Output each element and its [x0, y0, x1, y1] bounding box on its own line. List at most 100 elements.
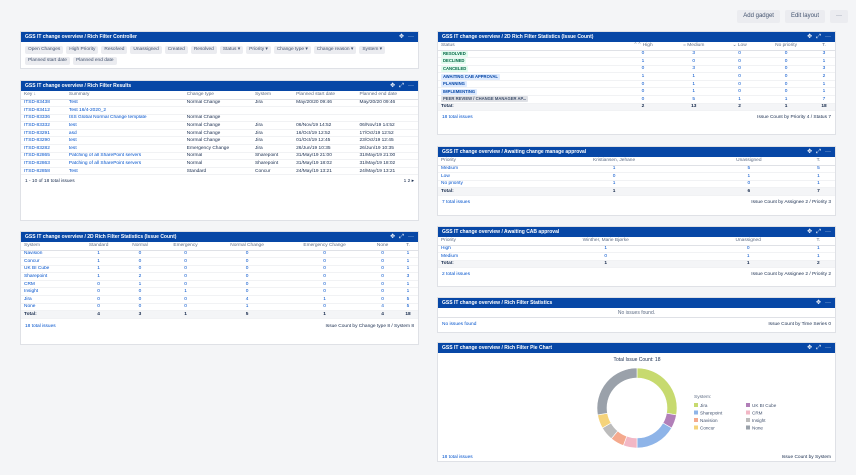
filter-chip[interactable]: Open Changes: [25, 46, 64, 54]
table-row[interactable]: AWAITING CAB APPROVAL 1 1 0 0 2: [438, 72, 835, 81]
table-row[interactable]: High 1 0 1: [438, 245, 835, 254]
table-row[interactable]: ITSD-83412 Test 16/4-2020_2: [21, 106, 418, 115]
column-header[interactable]: Planned end date: [356, 91, 418, 100]
move-icon[interactable]: ✥: [807, 149, 813, 155]
column-header[interactable]: Status: [438, 42, 619, 51]
table-row[interactable]: ITSD-83291 asd Normal Change Jira 16/Oct/19 …: [21, 129, 418, 138]
expand-icon[interactable]: ⤢: [399, 234, 404, 240]
add-gadget-button[interactable]: Add gadget: [737, 10, 780, 23]
column-header[interactable]: Kristiansen, Jehane: [532, 157, 696, 166]
expand-icon[interactable]: ⤢: [816, 34, 821, 40]
filter-chip[interactable]: Resolved: [190, 46, 217, 54]
table-cell[interactable]: ISS Global Normal Change template: [65, 114, 184, 123]
table-cell[interactable]: ITSD-82863: [21, 159, 66, 168]
table-cell[interactable]: Medium: [438, 252, 517, 261]
table-cell[interactable]: ITSD-83290: [21, 136, 66, 146]
table-cell[interactable]: test: [65, 144, 184, 153]
column-header[interactable]: System: [21, 242, 77, 251]
total-issues-link[interactable]: 7 total issues: [442, 199, 470, 205]
table-cell[interactable]: Navision: [21, 250, 77, 259]
table-cell[interactable]: Sharepoint: [21, 272, 77, 281]
more-icon[interactable]: ···: [408, 83, 414, 89]
table-row[interactable]: Jira 0 0 0 4 1 0 5: [21, 295, 418, 304]
move-icon[interactable]: ✥: [807, 34, 813, 40]
legend-entry[interactable]: None: [752, 425, 763, 430]
table-cell[interactable]: Concur: [21, 257, 77, 266]
table-cell[interactable]: None: [21, 303, 77, 312]
filter-chip[interactable]: Created: [164, 46, 188, 54]
table-row[interactable]: CRM 0 1 0 0 0 0 1: [21, 280, 418, 289]
column-header[interactable]: System: [251, 91, 294, 100]
table-cell[interactable]: ITSD-83332: [21, 121, 66, 130]
column-header[interactable]: No priority: [759, 42, 813, 51]
filter-chip[interactable]: Status ▾: [219, 46, 244, 54]
expand-icon[interactable]: ⤢: [816, 149, 821, 155]
table-cell[interactable]: ITSD-83412: [21, 106, 66, 115]
column-header[interactable]: ⌃⌃ High: [618, 42, 668, 51]
table-row[interactable]: ITSD-83290 test Normal Change Jira 01/Oct/19…: [21, 136, 418, 146]
column-header[interactable]: T.: [801, 157, 835, 166]
table-row[interactable]: DECLINED 1 0 0 0 1: [438, 57, 835, 66]
more-icon[interactable]: ···: [825, 229, 831, 235]
column-header[interactable]: Planned start date: [293, 91, 357, 100]
pagination[interactable]: 1 2 ▸: [403, 179, 414, 185]
legend-entry[interactable]: Jira: [700, 403, 708, 408]
table-cell[interactable]: Insight: [21, 287, 77, 297]
table-row[interactable]: IMPLEMENTING 0 1 0 0 1: [438, 87, 835, 97]
column-header[interactable]: None: [367, 242, 398, 251]
column-header[interactable]: T.: [813, 42, 835, 51]
more-icon[interactable]: ···: [408, 34, 414, 40]
table-cell[interactable]: Low: [438, 172, 533, 181]
more-icon[interactable]: ···: [825, 345, 831, 351]
legend-entry[interactable]: Navision: [700, 418, 718, 423]
table-cell[interactable]: Test 16/4-2020_2: [65, 106, 184, 115]
table-row[interactable]: Concur 1 0 0 0 0 0 1: [21, 257, 418, 266]
filter-chip[interactable]: Planned end date: [72, 57, 117, 65]
table-cell[interactable]: High: [438, 245, 517, 254]
table-row[interactable]: ITSD-83282 test Emergency Change Jira 26/Jun…: [21, 144, 418, 153]
filter-chip[interactable]: Unassigned: [130, 46, 162, 54]
legend-entry[interactable]: Sharepoint: [700, 410, 723, 415]
table-row[interactable]: Medium 0 1 1: [438, 252, 835, 261]
pie-slice-sharepoint[interactable]: [636, 422, 673, 449]
filter-chip[interactable]: Change type ▾: [273, 46, 311, 54]
pie-slice-none[interactable]: [596, 367, 638, 416]
table-row[interactable]: ITSD-82865 Patching of all SharePoint ser…: [21, 152, 418, 161]
table-row[interactable]: Low 0 1 1: [438, 172, 835, 181]
table-cell[interactable]: Patching of all SharePoint servers: [65, 152, 184, 161]
column-header[interactable]: Priority: [438, 157, 533, 166]
table-row[interactable]: UK BI Cube 1 0 0 0 0 0 1: [21, 265, 418, 274]
legend-entry[interactable]: CRM: [752, 410, 763, 415]
table-row[interactable]: ITSD-83332 test Normal Change Jira 06/Nov/19…: [21, 121, 418, 130]
column-header[interactable]: Normal: [121, 242, 159, 251]
expand-icon[interactable]: ⤢: [816, 345, 821, 351]
more-icon[interactable]: ···: [825, 34, 831, 40]
table-cell[interactable]: ITSD-83336: [21, 114, 66, 123]
table-cell[interactable]: ITSD-83438: [21, 99, 66, 108]
table-cell[interactable]: Jira: [21, 295, 77, 304]
table-cell[interactable]: ITSD-83282: [21, 144, 66, 153]
column-header[interactable]: T.: [397, 242, 418, 251]
total-issues-link[interactable]: 2 total issues: [442, 272, 470, 278]
table-cell[interactable]: UK BI Cube: [21, 265, 77, 274]
table-row[interactable]: CANCELED 0 3 0 0 3: [438, 65, 835, 74]
expand-icon[interactable]: ⤢: [816, 229, 821, 235]
pie-slice-jira[interactable]: [636, 367, 678, 416]
more-button[interactable]: ···: [830, 10, 848, 23]
column-header[interactable]: Standard: [76, 242, 122, 251]
column-header[interactable]: = Medium: [667, 42, 721, 51]
table-cell[interactable]: Patching of all SharePoint servers: [65, 159, 184, 168]
table-row[interactable]: PEER REVIEW / CHANGE MANAGER AP... 0 5 1 1 7: [438, 95, 835, 104]
table-row[interactable]: None 0 0 0 1 0 4 5: [21, 303, 418, 312]
table-cell[interactable]: test: [65, 136, 184, 146]
table-cell[interactable]: Test: [65, 167, 184, 176]
table-cell[interactable]: ITSD-82858: [21, 167, 66, 176]
column-header[interactable]: Summary: [65, 91, 184, 100]
column-header[interactable]: Priority: [438, 237, 517, 246]
column-header[interactable]: Key ↓: [21, 91, 66, 100]
table-cell[interactable]: Medium: [438, 165, 533, 174]
column-header[interactable]: Emergency: [158, 242, 213, 251]
filter-chip[interactable]: Change reason ▾: [313, 46, 357, 54]
total-issues-link[interactable]: 18 total issues: [442, 455, 473, 460]
table-cell[interactable]: ITSD-83291: [21, 129, 66, 138]
